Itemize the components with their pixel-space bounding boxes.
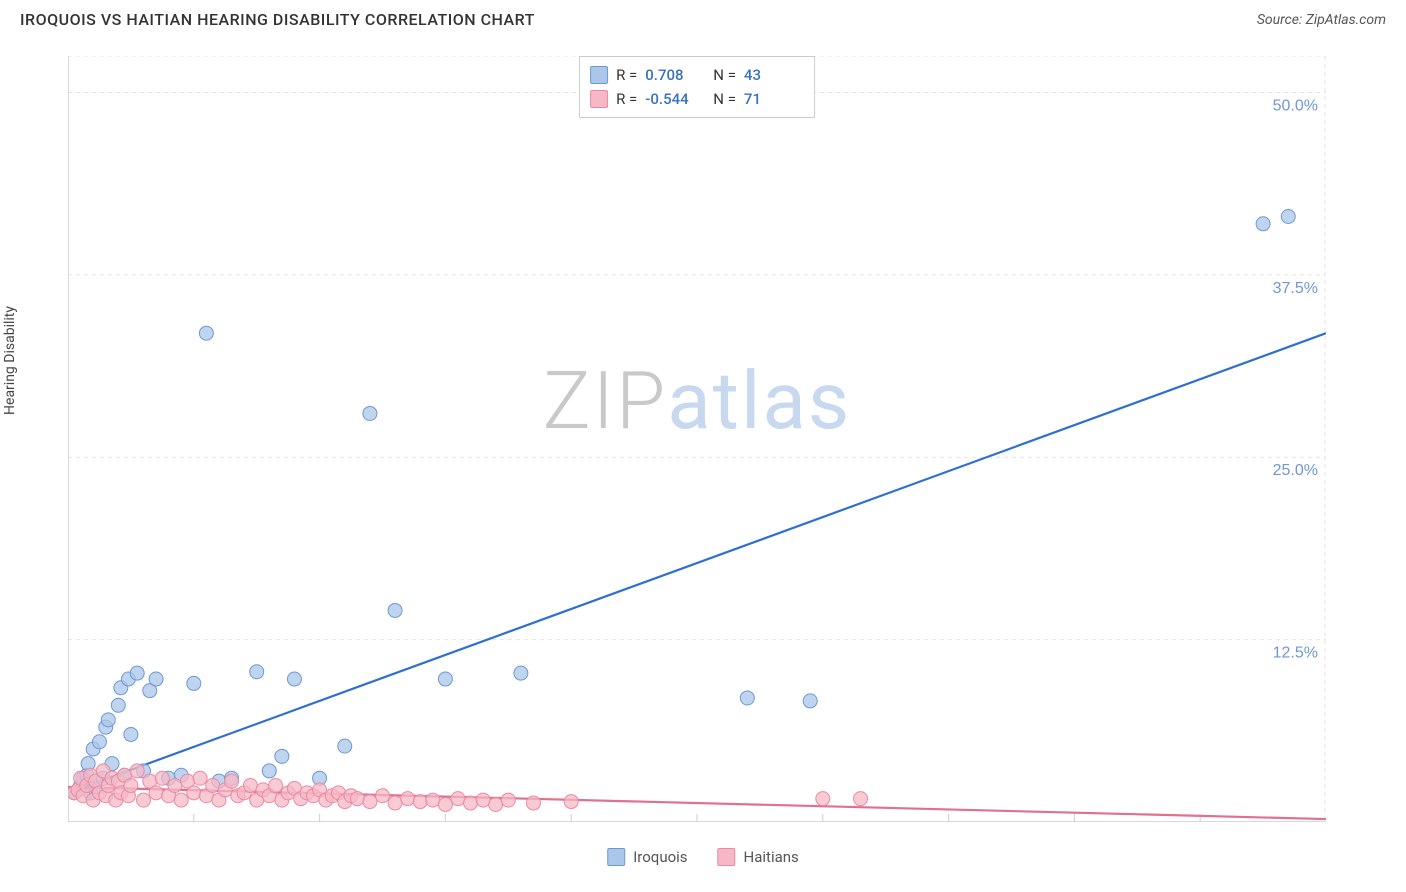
svg-text:37.5%: 37.5% bbox=[1273, 280, 1318, 297]
svg-text:25.0%: 25.0% bbox=[1273, 462, 1318, 479]
plot-area: ZIPatlas 12.5%25.0%37.5%50.0%0.0%100.0% … bbox=[68, 56, 1326, 822]
source-prefix: Source: bbox=[1257, 12, 1306, 28]
legend-label-iroquois: Iroquois bbox=[633, 848, 687, 866]
correlation-legend: R = 0.708 N = 43 R = -0.544 N = 71 bbox=[579, 56, 815, 118]
svg-text:12.5%: 12.5% bbox=[1273, 645, 1318, 662]
n-value-haitians: 71 bbox=[744, 87, 804, 111]
legend-label-haitians: Haitians bbox=[744, 848, 799, 866]
bottom-legend: Iroquois Haitians bbox=[607, 848, 799, 866]
r-label: R = bbox=[616, 87, 637, 111]
y-axis-label: Hearing Disability bbox=[2, 306, 18, 415]
swatch-haitians bbox=[590, 90, 608, 108]
page-title: IROQUOIS VS HAITIAN HEARING DISABILITY C… bbox=[20, 10, 535, 29]
n-label: N = bbox=[713, 63, 736, 87]
legend-item-iroquois: Iroquois bbox=[607, 848, 687, 866]
r-value-haitians: -0.544 bbox=[645, 87, 705, 111]
chart-svg: 12.5%25.0%37.5%50.0%0.0%100.0% bbox=[68, 56, 1326, 822]
correlation-row-haitians: R = -0.544 N = 71 bbox=[590, 87, 804, 111]
source-name: ZipAtlas.com bbox=[1306, 12, 1386, 28]
r-value-iroquois: 0.708 bbox=[645, 63, 705, 87]
legend-item-haitians: Haitians bbox=[718, 848, 799, 866]
n-label: N = bbox=[713, 87, 736, 111]
legend-swatch-iroquois bbox=[607, 848, 625, 866]
swatch-iroquois bbox=[590, 66, 608, 84]
svg-text:50.0%: 50.0% bbox=[1273, 97, 1318, 114]
legend-swatch-haitians bbox=[718, 848, 736, 866]
chart-container: Hearing Disability ZIPatlas 12.5%25.0%37… bbox=[20, 40, 1386, 872]
source-attribution: Source: ZipAtlas.com bbox=[1257, 12, 1386, 28]
correlation-row-iroquois: R = 0.708 N = 43 bbox=[590, 63, 804, 87]
n-value-iroquois: 43 bbox=[744, 63, 804, 87]
r-label: R = bbox=[616, 63, 637, 87]
